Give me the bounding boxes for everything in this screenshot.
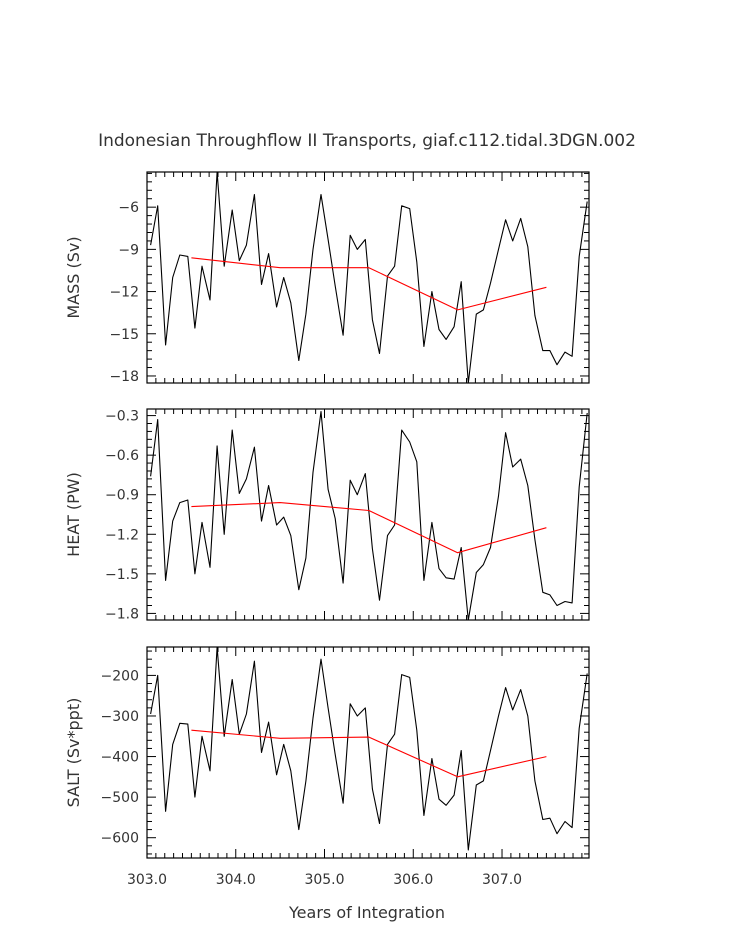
- heat-y-tick-label: −1.2: [105, 527, 139, 543]
- salt-y-tick-label: −600: [101, 831, 139, 847]
- heat-y-tick-label: −1.5: [105, 567, 139, 583]
- x-tick-label: 303.0: [127, 872, 167, 888]
- mass-y-tick-label: −18: [109, 369, 139, 385]
- mass-panel: −18 −15 −12 −9 −6 MASS (Sv): [64, 171, 590, 385]
- x-axis-label: Years of Integration: [288, 903, 445, 922]
- mass-y-tick-label: −9: [118, 242, 139, 258]
- mass-y-tick-label: −12: [109, 285, 139, 301]
- salt-y-axis-label: SALT (Sv*ppt): [64, 698, 83, 808]
- heat-y-tick-label: −0.6: [105, 448, 139, 464]
- x-tick-label: 306.0: [393, 872, 433, 888]
- x-tick-label: 305.0: [304, 872, 344, 888]
- mass-plot-frame: [146, 171, 590, 384]
- mass-annual-mean-line: [191, 257, 547, 311]
- salt-y-tick-label: −300: [101, 709, 139, 725]
- chart-title: Indonesian Throughflow II Transports, gi…: [98, 131, 636, 151]
- heat-y-tick-label: −0.9: [105, 488, 139, 504]
- salt-y-tick-label: −500: [101, 790, 139, 806]
- salt-monthly-series-line: [150, 646, 588, 851]
- mass-monthly-series-line: [150, 171, 588, 384]
- heat-annual-mean-line: [191, 502, 547, 554]
- mass-y-axis-label: MASS (Sv): [64, 236, 83, 318]
- salt-annual-mean-line: [191, 729, 547, 778]
- mass-y-tick-label: −6: [118, 200, 139, 216]
- mass-y-tick-label: −15: [109, 327, 139, 343]
- heat-y-tick-label: −1.8: [105, 606, 139, 622]
- salt-plot-frame: [146, 646, 590, 859]
- heat-y-axis-label: HEAT (PW): [64, 472, 83, 557]
- salt-y-tick-label: −200: [101, 668, 139, 684]
- heat-plot-frame: [146, 408, 590, 621]
- panels: −18 −15 −12 −9 −6 MASS (Sv) −1.8 −1.5 −1.2 −0.9 −0…: [64, 171, 590, 888]
- heat-y-tick-label: −0.3: [105, 409, 139, 425]
- salt-panel: −600 −500 −400 −300 −200 SALT (Sv*ppt): [64, 646, 590, 859]
- x-tick-label: 304.0: [216, 872, 256, 888]
- salt-y-tick-label: −400: [101, 750, 139, 766]
- heat-panel: −1.8 −1.5 −1.2 −0.9 −0.6 −0.3 HEAT (PW): [64, 408, 590, 622]
- heat-monthly-series-line: [150, 411, 588, 621]
- x-tick-label: 307.0: [482, 872, 522, 888]
